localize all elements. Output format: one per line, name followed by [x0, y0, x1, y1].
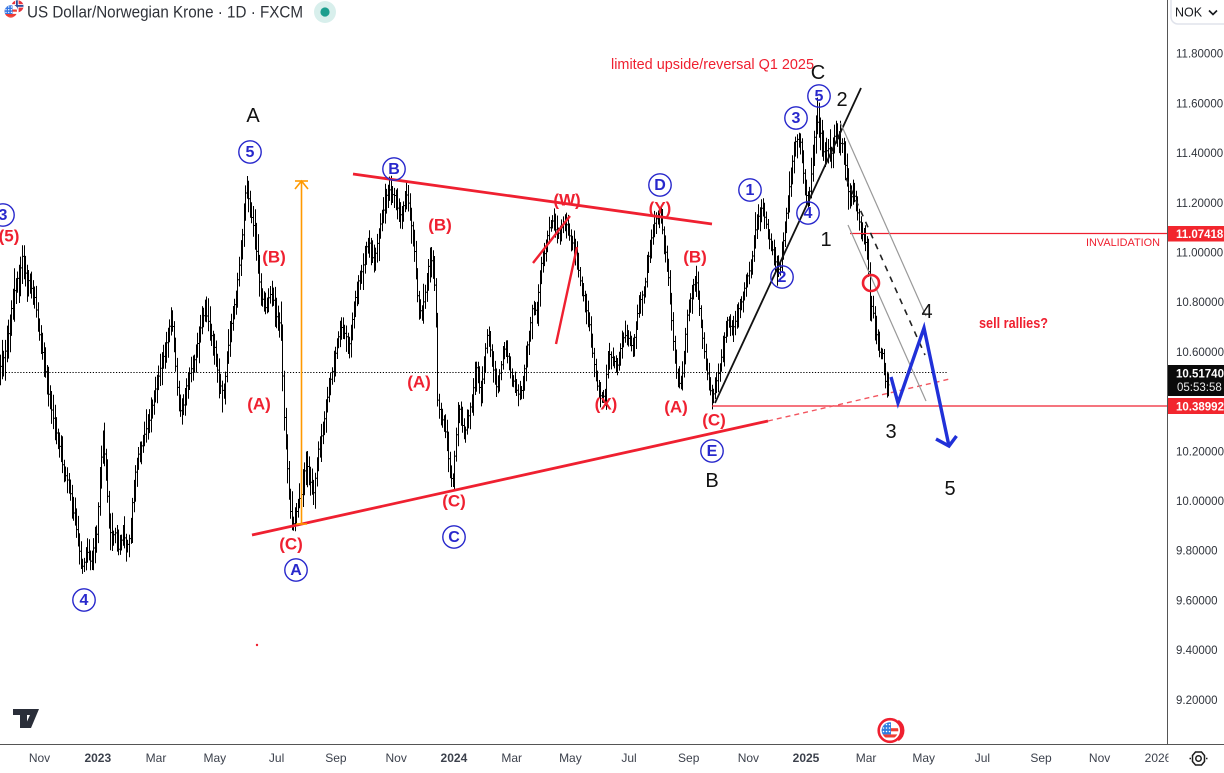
- svg-text:Nov: Nov: [1089, 751, 1110, 765]
- svg-text:1: 1: [820, 229, 831, 251]
- svg-text:(B): (B): [428, 216, 452, 235]
- svg-text:10.60000: 10.60000: [1176, 347, 1224, 359]
- svg-text:10.80000: 10.80000: [1176, 297, 1224, 309]
- svg-text:10.00000: 10.00000: [1176, 496, 1224, 508]
- svg-text:Jul: Jul: [975, 751, 990, 765]
- svg-text:2026: 2026: [1145, 751, 1172, 765]
- svg-text:(X): (X): [595, 395, 618, 414]
- svg-text:10.51740: 10.51740: [1176, 369, 1224, 381]
- svg-text:INVALIDATION: INVALIDATION: [1086, 237, 1160, 249]
- svg-text:4: 4: [804, 205, 813, 222]
- svg-text:(A): (A): [407, 373, 431, 392]
- svg-text:A: A: [290, 562, 302, 579]
- svg-text:11.07418: 11.07418: [1176, 229, 1224, 241]
- svg-text:limited upside/reversal Q1 202: limited upside/reversal Q1 2025: [611, 56, 814, 73]
- svg-text:11.40000: 11.40000: [1176, 148, 1223, 160]
- svg-text:9.40000: 9.40000: [1176, 645, 1218, 657]
- svg-text:2: 2: [778, 269, 787, 286]
- svg-text:11.00000: 11.00000: [1176, 248, 1223, 260]
- svg-text:Jul: Jul: [269, 751, 284, 765]
- svg-text:Nov: Nov: [738, 751, 759, 765]
- svg-text:B: B: [705, 470, 718, 492]
- svg-text:4: 4: [921, 301, 932, 323]
- svg-text:D: D: [654, 177, 666, 194]
- svg-text:(5): (5): [0, 227, 19, 246]
- svg-text:Nov: Nov: [29, 751, 50, 765]
- svg-text:10.38992: 10.38992: [1176, 402, 1224, 414]
- svg-text:11.60000: 11.60000: [1176, 98, 1223, 110]
- svg-text:(Y): (Y): [649, 199, 672, 218]
- svg-text:May: May: [912, 751, 935, 765]
- svg-text:US Dollar/Norwegian Krone · 1D: US Dollar/Norwegian Krone · 1D · FXCM: [27, 4, 303, 22]
- svg-text:A: A: [246, 105, 260, 127]
- svg-text:2: 2: [836, 89, 847, 111]
- svg-text:3: 3: [792, 110, 801, 127]
- svg-text:(B): (B): [262, 248, 286, 267]
- svg-text:11.80000: 11.80000: [1176, 49, 1223, 61]
- svg-text:9.60000: 9.60000: [1176, 595, 1218, 607]
- svg-text:9.20000: 9.20000: [1176, 695, 1218, 707]
- svg-text:10.20000: 10.20000: [1176, 446, 1224, 458]
- svg-text:NOK: NOK: [1175, 6, 1203, 20]
- svg-text:Sep: Sep: [1030, 751, 1052, 765]
- svg-text:2025: 2025: [793, 751, 820, 765]
- svg-text:May: May: [559, 751, 582, 765]
- svg-text:2023: 2023: [84, 751, 111, 765]
- svg-text:5: 5: [944, 478, 955, 500]
- svg-text:(A): (A): [247, 395, 271, 414]
- svg-text:(C): (C): [702, 411, 726, 430]
- svg-text:1: 1: [746, 182, 755, 199]
- svg-text:Nov: Nov: [386, 751, 407, 765]
- svg-text:5: 5: [815, 88, 824, 105]
- svg-text:05:53:58: 05:53:58: [1177, 382, 1222, 394]
- svg-text:4: 4: [80, 592, 89, 609]
- svg-text:sell rallies?: sell rallies?: [979, 316, 1048, 332]
- svg-text:(W): (W): [553, 191, 580, 210]
- svg-text:May: May: [203, 751, 226, 765]
- svg-text:5: 5: [246, 144, 255, 161]
- svg-text:(C): (C): [279, 535, 303, 554]
- svg-text:(B): (B): [683, 248, 707, 267]
- svg-text:E: E: [707, 443, 718, 460]
- svg-text:(C): (C): [442, 492, 466, 511]
- svg-text:Mar: Mar: [146, 751, 167, 765]
- svg-text:(A): (A): [664, 398, 688, 417]
- svg-text:9.80000: 9.80000: [1176, 546, 1218, 558]
- svg-text:Mar: Mar: [856, 751, 877, 765]
- svg-text:Sep: Sep: [325, 751, 347, 765]
- svg-text:Jul: Jul: [621, 751, 636, 765]
- svg-text:3: 3: [885, 421, 896, 443]
- svg-text:3: 3: [0, 207, 8, 224]
- svg-text:C: C: [811, 62, 825, 84]
- svg-text:C: C: [448, 529, 460, 546]
- svg-text:Mar: Mar: [501, 751, 522, 765]
- svg-text:B: B: [388, 161, 400, 178]
- svg-text:2024: 2024: [441, 751, 468, 765]
- svg-text:11.20000: 11.20000: [1176, 198, 1223, 210]
- svg-text:Sep: Sep: [678, 751, 700, 765]
